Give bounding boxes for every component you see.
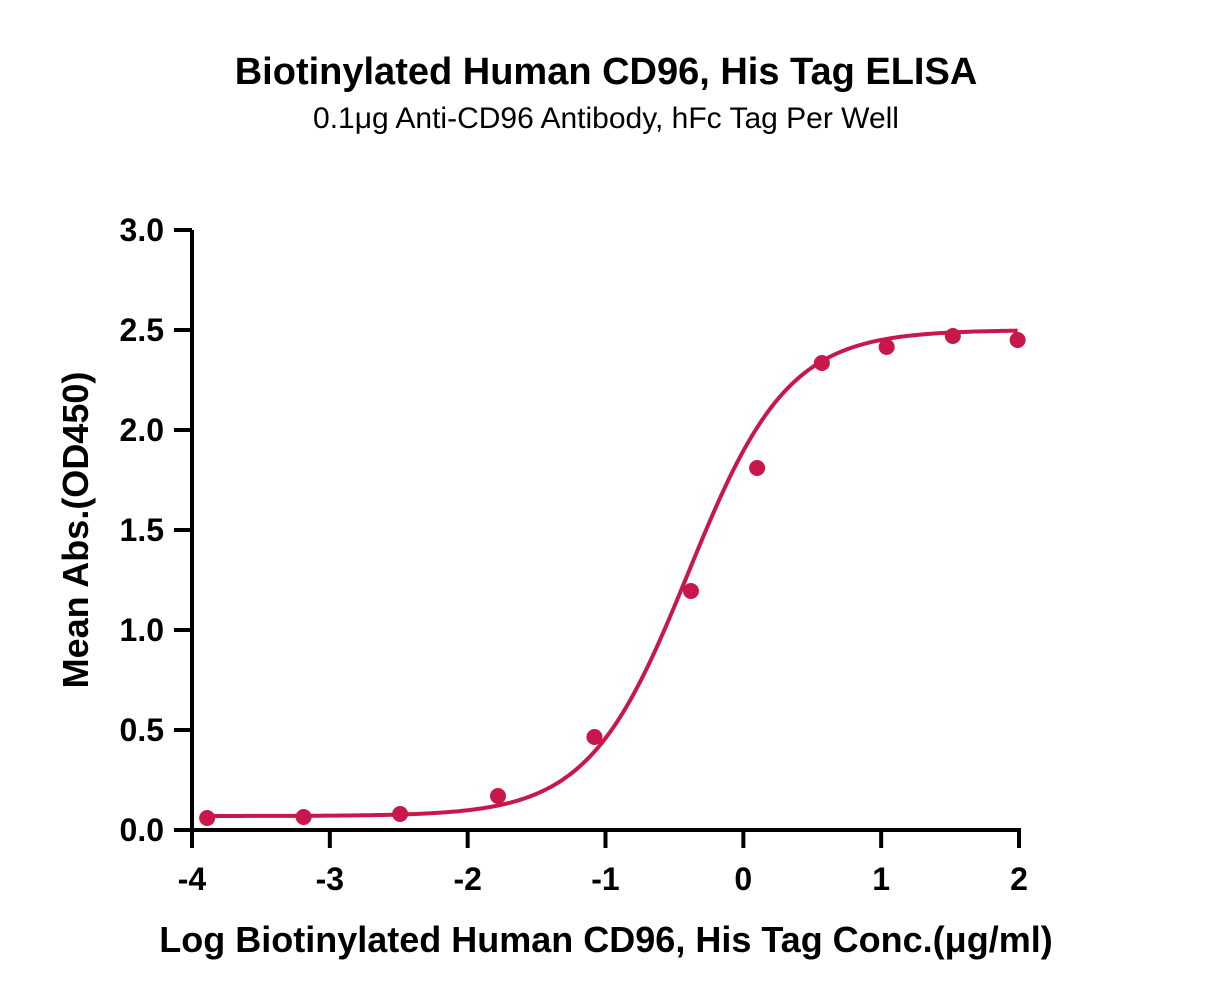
data-point — [813, 355, 830, 371]
data-point — [749, 460, 766, 476]
x-axis-label: Log Biotinylated Human CD96, His Tag Con… — [159, 919, 1052, 960]
data-point — [878, 339, 895, 355]
data-point — [944, 328, 961, 344]
x-ticks: -4 -3 -2 -1 0 1 2 — [178, 830, 1028, 897]
y-tick-label: 1.0 — [120, 612, 164, 648]
data-point — [489, 788, 506, 804]
x-tick-label: -2 — [453, 861, 481, 897]
y-tick-label: 0.0 — [120, 812, 164, 848]
fit-curve — [207, 328, 1018, 818]
x-tick-label: 0 — [734, 861, 752, 897]
data-point — [682, 583, 699, 599]
y-axis-label: Mean Abs.(OD450) — [55, 372, 96, 689]
chart-title: Biotinylated Human CD96, His Tag ELISA — [235, 51, 978, 93]
data-points — [199, 328, 1026, 826]
y-ticks: 0.0 0.5 1.0 1.5 2.0 2.5 3.0 — [120, 212, 192, 848]
y-tick-label: 1.5 — [120, 512, 164, 548]
x-tick-label: 1 — [872, 861, 890, 897]
y-tick-label: 0.5 — [120, 712, 164, 748]
chart-subtitle: 0.1μg Anti-CD96 Antibody, hFc Tag Per We… — [313, 102, 899, 135]
data-point — [199, 810, 216, 826]
y-tick-label: 2.5 — [120, 312, 164, 348]
data-point — [295, 809, 312, 825]
data-point — [392, 806, 409, 822]
x-tick-label: 2 — [1010, 861, 1028, 897]
y-tick-label: 2.0 — [120, 412, 164, 448]
x-tick-label: -4 — [178, 861, 207, 897]
y-tick-label: 3.0 — [120, 212, 164, 248]
data-point — [586, 729, 603, 745]
data-point — [1009, 332, 1026, 348]
x-tick-label: -1 — [591, 861, 619, 897]
x-tick-label: -3 — [316, 861, 344, 897]
axes — [190, 230, 1021, 832]
